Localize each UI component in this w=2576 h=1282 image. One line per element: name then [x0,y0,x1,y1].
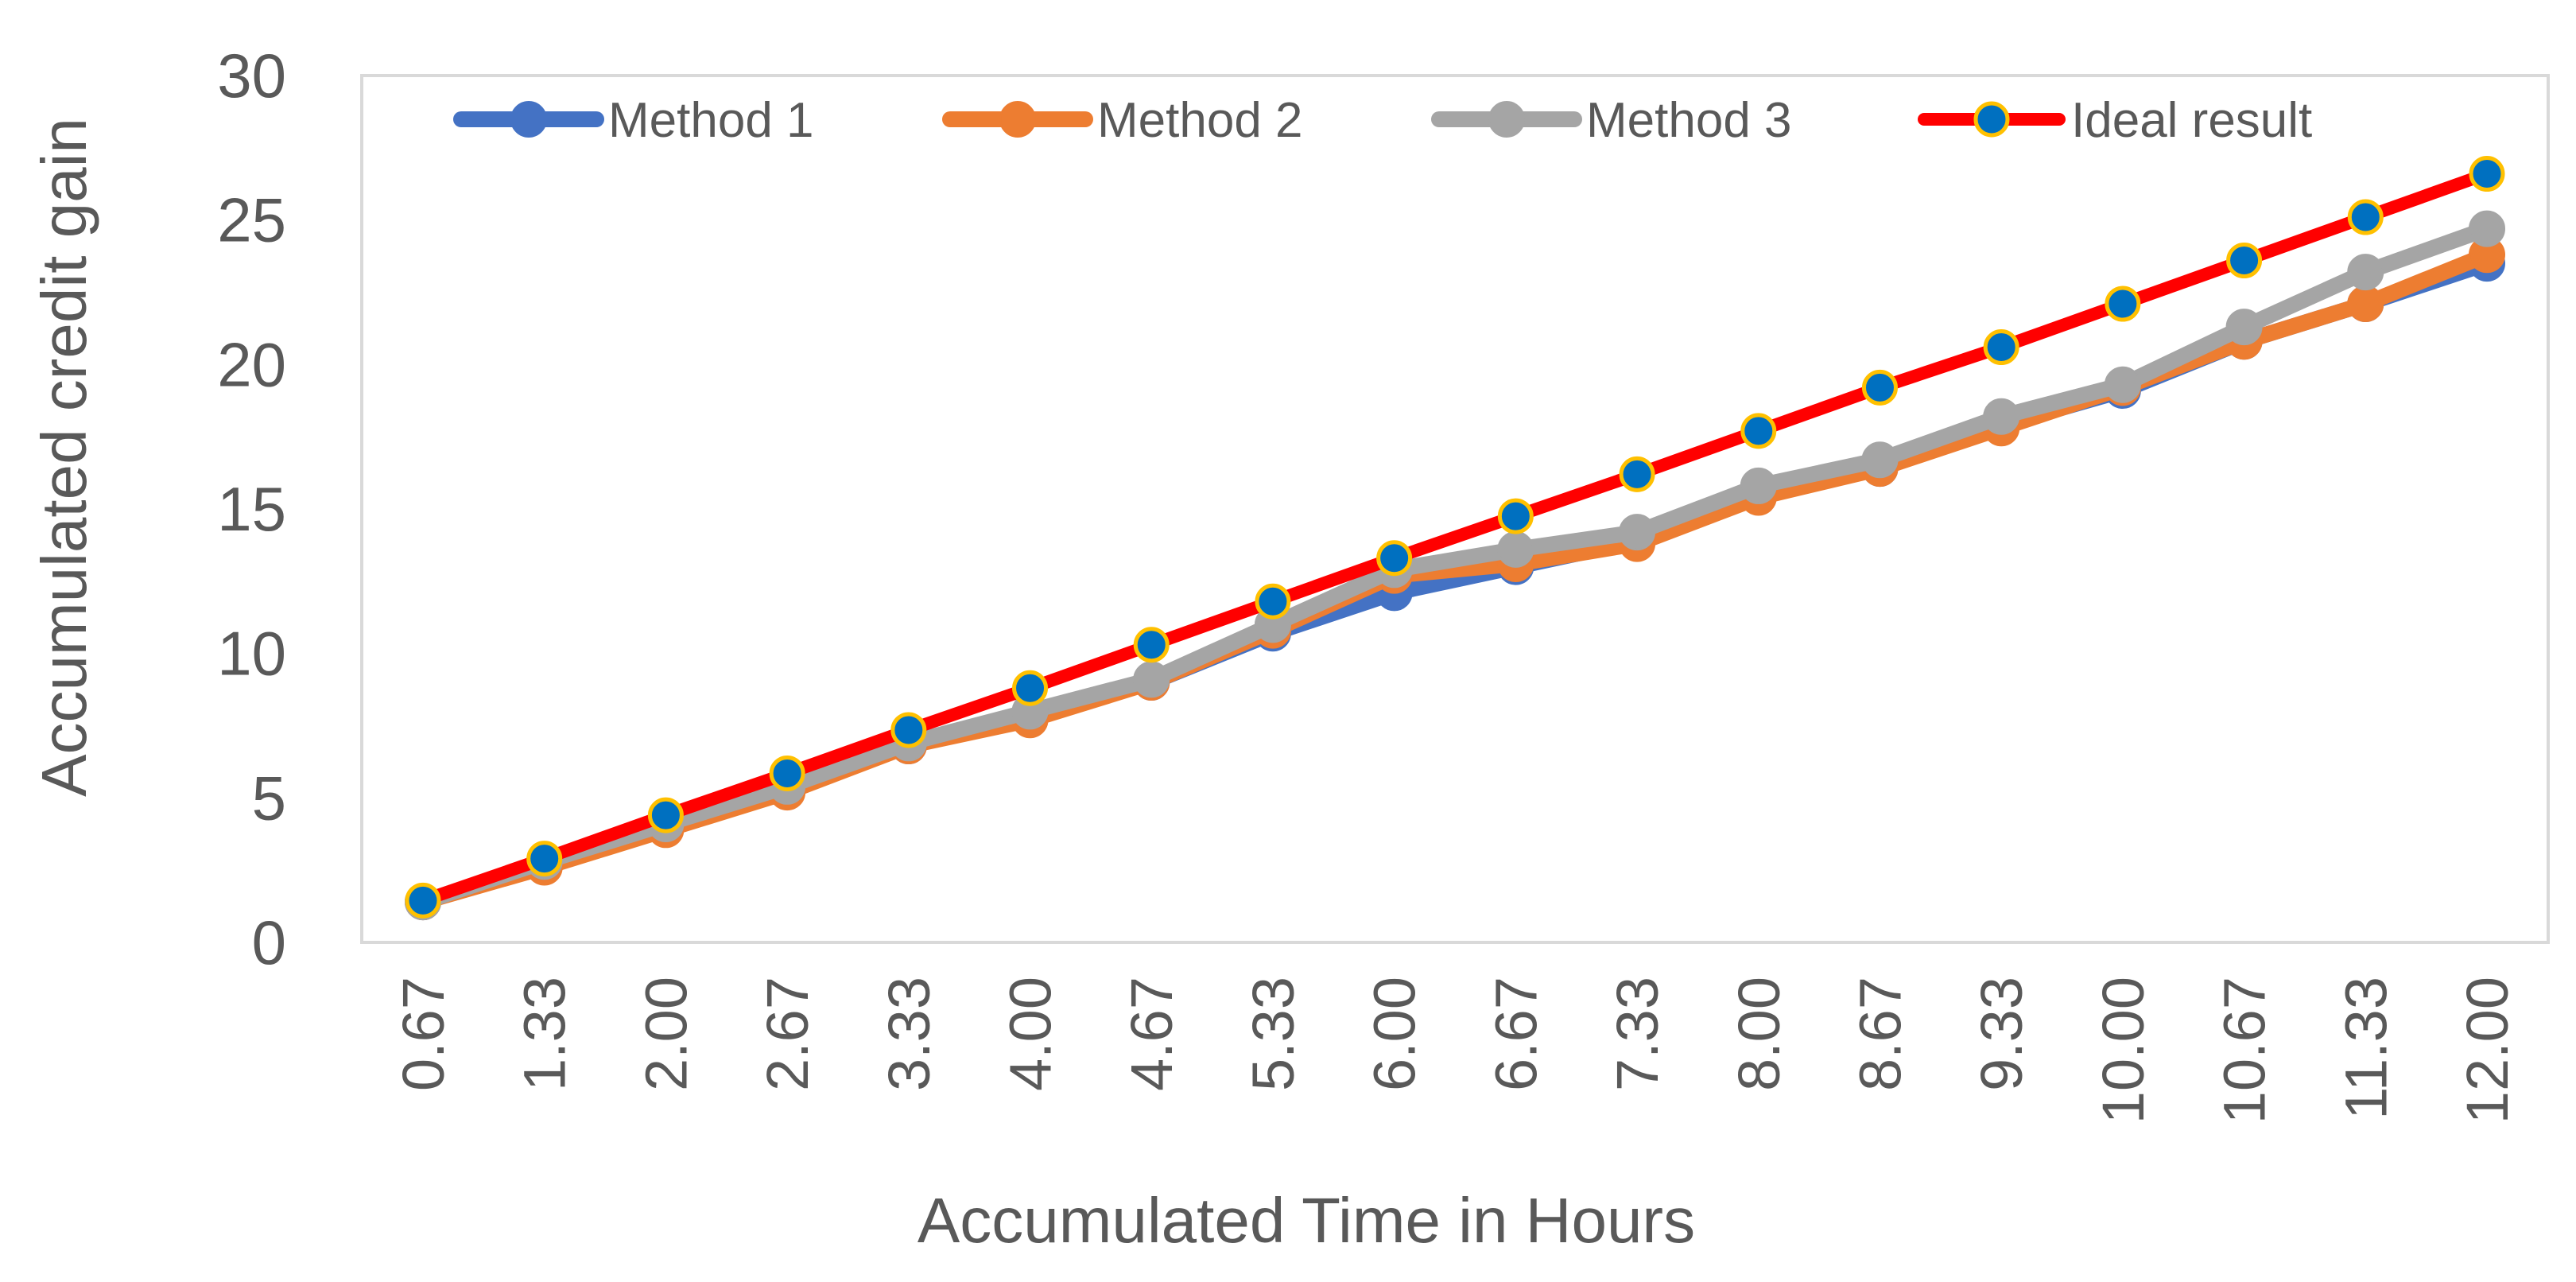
y-tick-label: 30 [217,41,286,111]
legend-swatch-marker [999,101,1036,138]
data-point [2226,243,2263,279]
y-axis-title: Accumulated credit gain [29,118,99,797]
data-point [2105,286,2141,322]
data-point [2347,286,2384,323]
x-tick-label: 8.67 [1847,977,1913,1091]
legend-swatch-marker [1488,101,1525,138]
series-layer [405,156,2505,921]
x-axis-title: Accumulated Time in Hours [918,1185,1695,1256]
x-tick-label: 4.00 [998,977,1064,1091]
x-tick-label: 2.00 [633,977,699,1091]
x-axis-ticks: 0.67 1.33 2.00 2.67 3.33 4.00 4.67 5.33 6.00 6.67… [390,977,2520,1124]
x-tick-label: 6.00 [1362,977,1428,1091]
legend-label: Method 2 [1097,93,1303,148]
legend-swatch-marker [510,101,547,138]
x-tick-label: 11.33 [2333,977,2399,1120]
y-tick-label: 5 [252,763,286,833]
x-tick-label: 5.33 [1240,977,1306,1091]
legend-swatch-marker [1973,101,2010,138]
x-tick-label: 12.00 [2454,977,2520,1124]
data-point [2469,210,2505,247]
plot-area-border [360,74,2550,944]
x-tick-label: 6.67 [1483,977,1549,1091]
data-point [526,841,563,877]
x-tick-label: 7.33 [1604,977,1670,1091]
x-tick-label: 4.67 [1119,977,1185,1091]
legend-label: Method 3 [1586,93,1792,148]
data-point [1619,456,1655,492]
data-point [1983,398,2020,435]
legend-label: Ideal result [2071,93,2312,148]
data-point [1983,329,2019,366]
data-point [769,755,805,791]
data-point [1740,413,1777,449]
x-tick-label: 2.67 [755,977,821,1091]
y-axis-ticks: 0 5 10 15 20 25 30 [217,41,286,977]
data-point [1861,441,1899,479]
x-tick-label: 10.67 [2212,977,2278,1124]
data-point [2347,199,2384,235]
x-tick-label: 10.00 [2090,977,2156,1124]
data-point [1861,369,1898,406]
data-point [1619,514,1656,551]
data-point [1497,498,1534,534]
y-tick-label: 10 [217,619,286,689]
data-point [1133,661,1170,698]
legend-item: Method 3 [1431,93,1792,148]
series-line [417,167,2493,907]
x-tick-label: 1.33 [512,977,578,1091]
y-tick-label: 20 [217,329,286,399]
data-point [1012,670,1049,706]
data-point [890,712,927,748]
data-point [2469,156,2505,192]
data-point [1133,627,1170,663]
y-tick-label: 25 [217,185,286,255]
x-tick-label: 0.67 [390,977,456,1091]
legend-item: Method 2 [942,93,1303,148]
x-tick-label: 8.00 [1726,977,1792,1091]
data-point [2347,254,2384,291]
x-tick-label: 3.33 [876,977,942,1091]
x-tick-label: 9.33 [1969,977,2035,1091]
data-point [1497,530,1534,568]
legend-label: Method 1 [608,93,814,148]
data-point [405,882,441,919]
y-tick-label: 15 [217,474,286,544]
data-point [1740,467,1777,504]
data-point [1376,540,1413,577]
series-line [415,220,2495,911]
data-point [2104,366,2141,403]
legend: Method 1 Method 2 Method 3 Ideal result [453,93,2312,148]
y-tick-label: 0 [252,907,286,977]
data-point [2225,309,2263,346]
series-4 [405,156,2505,919]
data-point [647,797,684,833]
legend-item: Method 1 [453,93,814,148]
legend-item: Ideal result [1918,93,2312,148]
data-point [1255,583,1291,620]
